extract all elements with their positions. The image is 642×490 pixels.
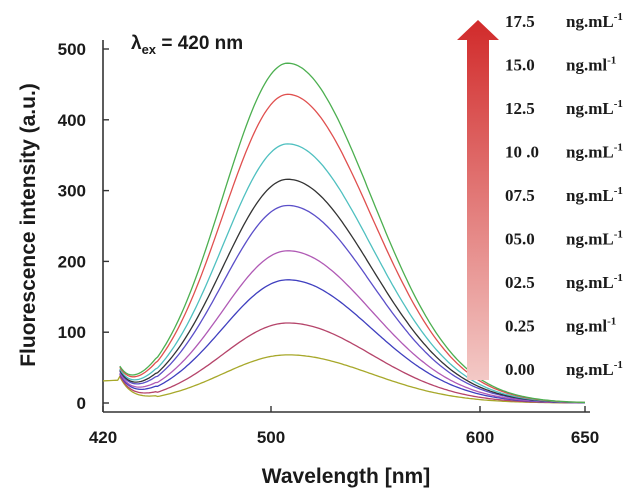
legend-unit: ng.ml [566,56,607,75]
legend-value: 15.0 [505,56,535,75]
legend-value: 05.0 [505,230,535,249]
spectrum-line-0-00 [102,354,585,404]
concentration-arrow [457,20,499,380]
lambda-subscript: ex [142,42,157,57]
axes [102,40,590,413]
lambda-value: = 420 nm [156,33,243,54]
x-tick-label: 420 [89,428,117,447]
legend-value: 12.5 [505,99,535,118]
spectrum-line-02-5 [119,279,585,404]
y-axis-title: Fluorescence intensity (a.u.) [17,83,40,367]
legend-entry: 07.5 ng.mL-1 [505,185,623,205]
legend-value: 07.5 [505,186,535,205]
excitation-annotation: λex = 420 nm [131,33,243,57]
legend-value: 0.00 [505,360,535,379]
legend: 17.5 ng.mL-115.0 ng.ml-112.5 ng.mL-110 .0 ng… [505,11,623,379]
legend-unit: ng.mL [566,360,614,379]
legend-value: 17.5 [505,12,535,31]
spectrum-line-17-5 [119,62,586,404]
spectrum-line-07-5 [119,204,585,404]
legend-value: 02.5 [505,273,535,292]
legend-entry: 15.0 ng.ml-1 [505,55,616,75]
legend-entry: 10 .0 ng.mL-1 [505,142,623,162]
spectrum-line-12-5 [119,143,585,404]
ticks: 0 100 200 300 400 500 420 500 600 650 [58,40,600,447]
legend-unit-exponent: -1 [614,185,623,197]
y-tick-label: 400 [58,111,86,130]
legend-entry: 17.5 ng.mL-1 [505,11,623,31]
legend-unit: ng.mL [566,143,614,162]
legend-entry: 05.0 ng.mL-1 [505,229,623,249]
legend-unit-exponent: -1 [607,55,616,67]
legend-entry: 0.00 ng.mL-1 [505,359,623,379]
y-tick-label: 500 [58,40,86,59]
legend-unit: ng.mL [566,12,614,31]
x-tick-label: 650 [571,428,599,447]
x-axis-title: Wavelength [nm] [262,465,430,488]
legend-unit-exponent: -1 [614,359,623,371]
legend-unit-exponent: -1 [607,316,616,328]
y-tick-label: 100 [58,323,86,342]
legend-entry: 0.25 ng.ml-1 [505,316,616,336]
legend-unit: ng.mL [566,99,614,118]
legend-entry: 12.5 ng.mL-1 [505,98,623,118]
spectrum-line-15-0 [119,93,585,404]
legend-unit: ng.ml [566,317,607,336]
spectrum-line-10-0 [119,178,585,404]
legend-unit: ng.mL [566,273,614,292]
y-tick-label: 200 [58,252,86,271]
spectrum-line-05-0 [119,250,585,404]
legend-unit-exponent: -1 [614,142,623,154]
y-tick-label: 0 [77,394,86,413]
x-tick-label: 600 [466,428,494,447]
legend-unit: ng.mL [566,186,614,205]
legend-value: 10 .0 [505,143,539,162]
legend-unit-exponent: -1 [614,98,623,110]
spectrum-line-0-25 [119,322,586,404]
legend-unit-exponent: -1 [614,229,623,241]
legend-unit-exponent: -1 [614,11,623,23]
x-tick-label: 500 [257,428,285,447]
curves [102,62,586,404]
legend-value: 0.25 [505,317,535,336]
legend-unit: ng.mL [566,230,614,249]
y-tick-label: 300 [58,182,86,201]
legend-entry: 02.5 ng.mL-1 [505,272,623,292]
lambda-symbol: λ [131,33,142,54]
legend-unit-exponent: -1 [614,272,623,284]
